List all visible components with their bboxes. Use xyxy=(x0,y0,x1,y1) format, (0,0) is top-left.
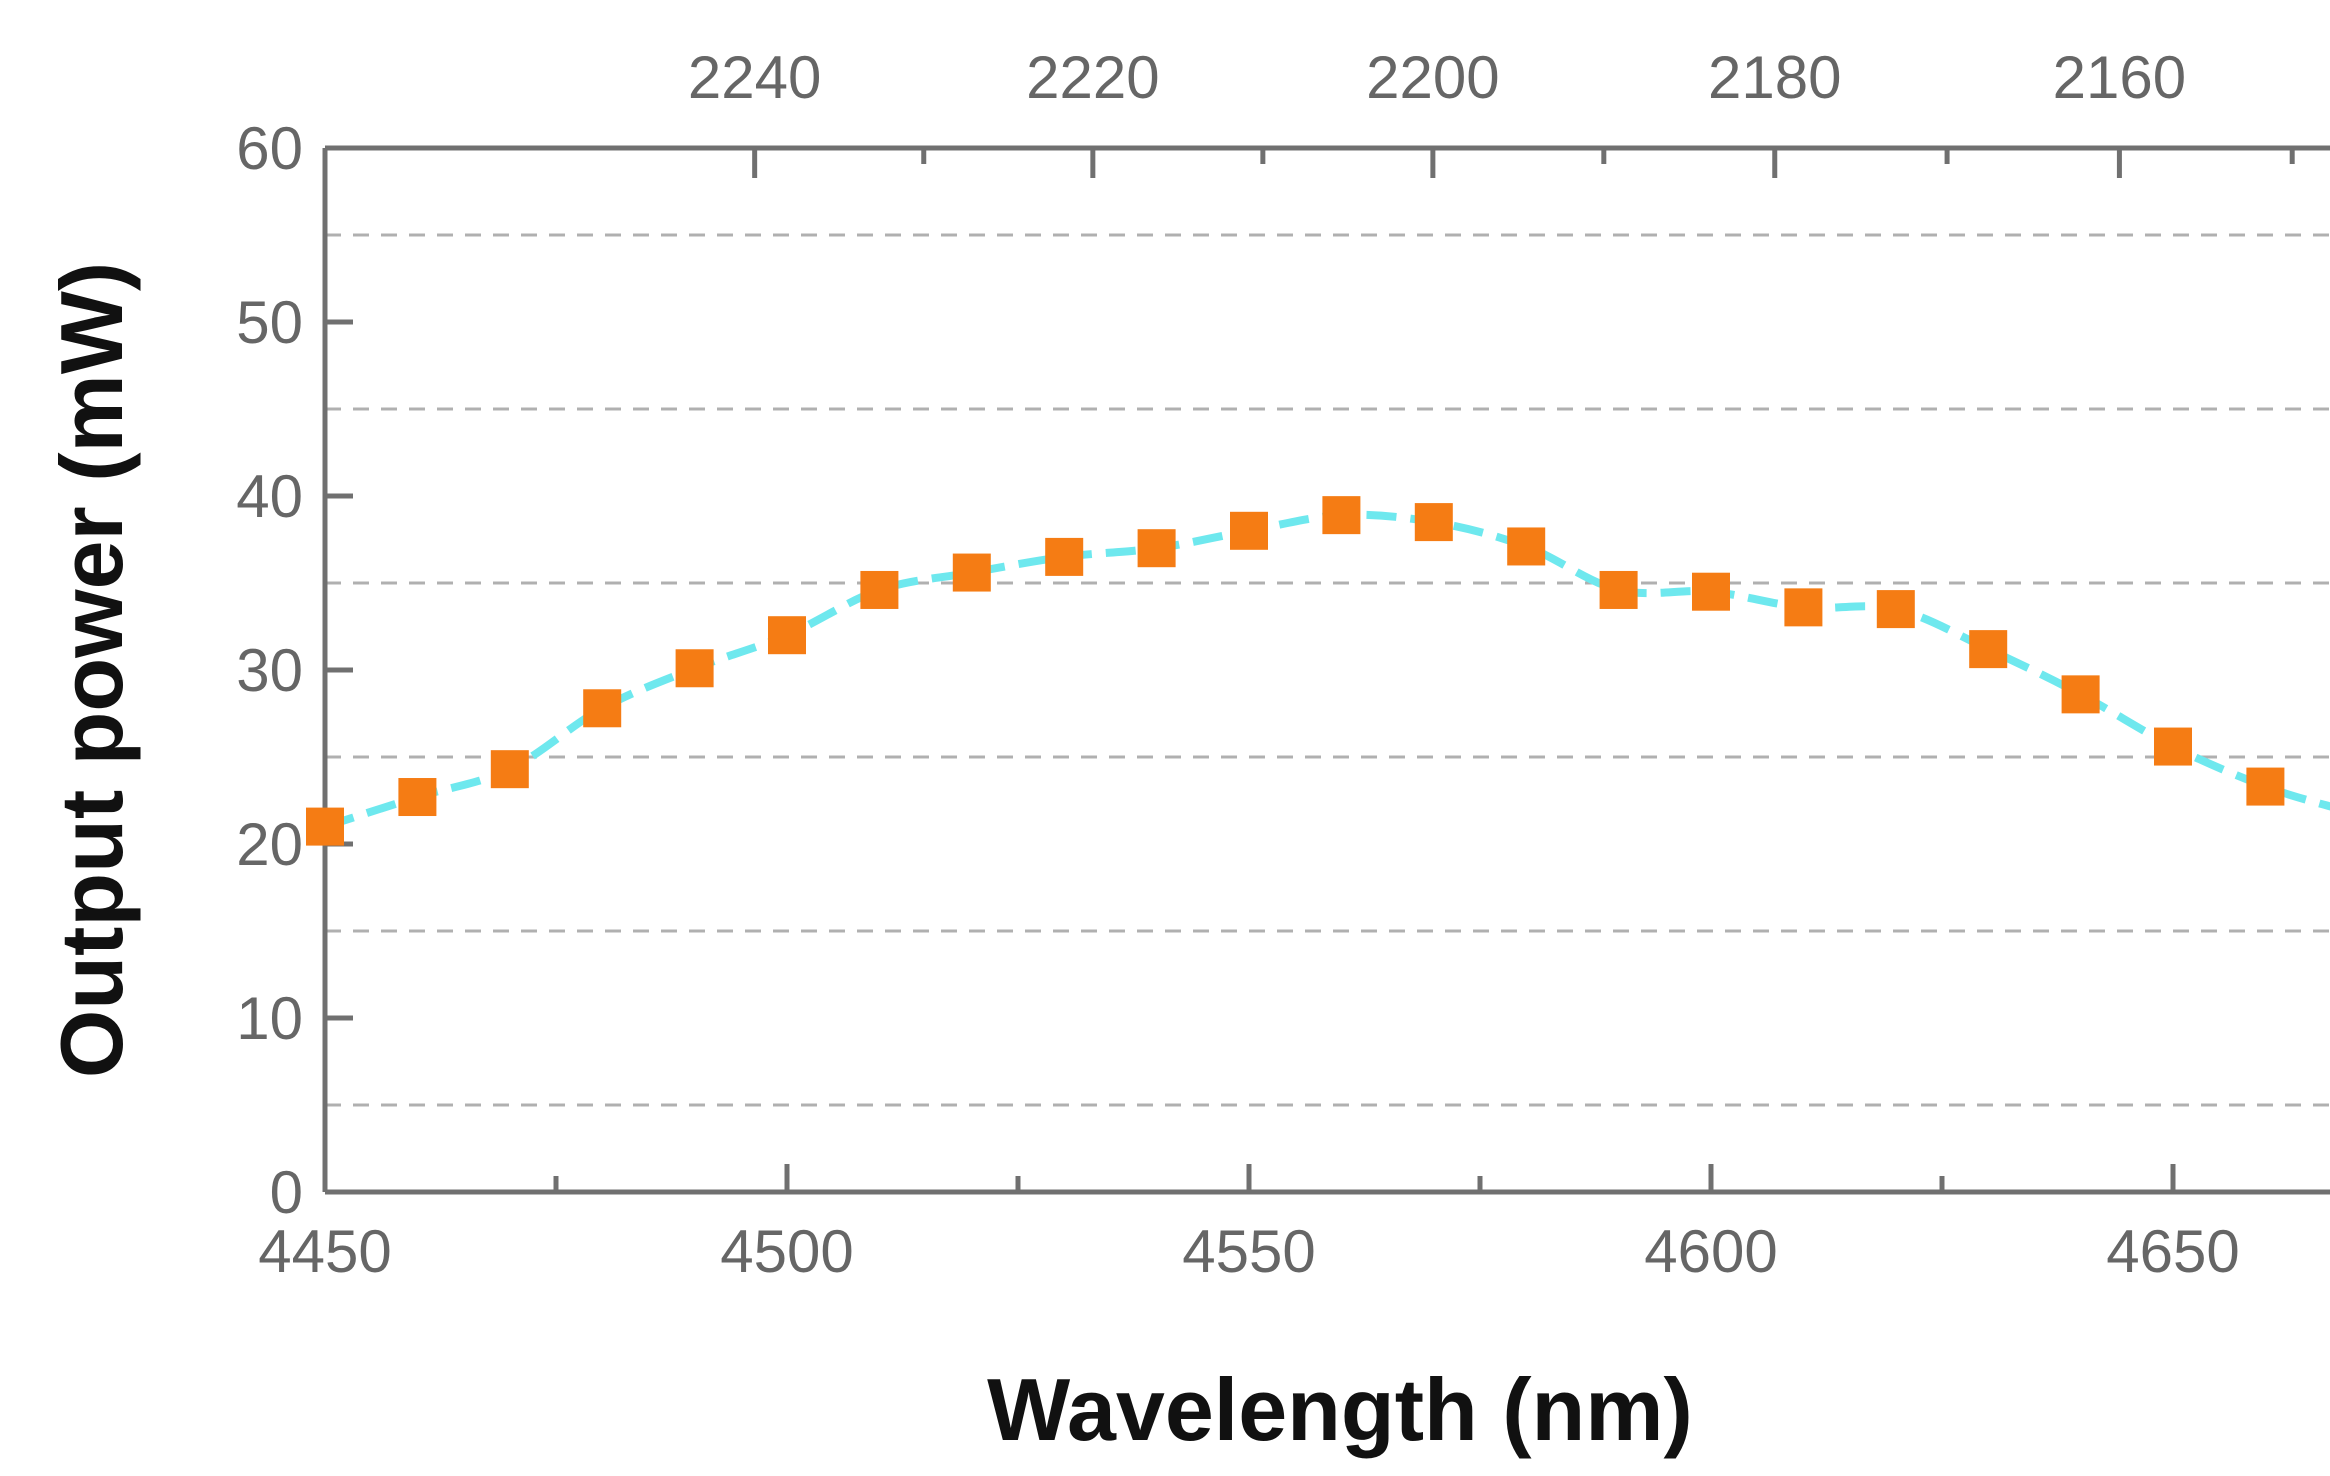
data-point xyxy=(1230,511,1268,550)
y-tick-label: 10 xyxy=(236,985,303,1052)
data-point xyxy=(1876,590,1915,629)
series-line xyxy=(323,510,2330,831)
x-tick-label: 4600 xyxy=(1644,1218,1777,1285)
x-tick-label: 4650 xyxy=(2106,1218,2239,1285)
y-tick-label: 40 xyxy=(236,463,303,530)
data-point xyxy=(1599,570,1638,609)
data-point xyxy=(1414,503,1453,542)
data-point xyxy=(675,649,714,688)
data-point xyxy=(768,616,806,655)
x-tick-label: 4550 xyxy=(1182,1218,1315,1285)
y-axis-title: Output power (mW) xyxy=(42,262,141,1078)
data-point xyxy=(2154,727,2192,766)
axes: 0 10 20 30 40 50 60 4450 4500 4550 4600 4650 2240 222… xyxy=(236,44,2330,1285)
data-point xyxy=(490,750,529,789)
y-tick-label: 20 xyxy=(236,811,303,878)
top-tick-label: 2220 xyxy=(1026,44,1159,111)
data-point xyxy=(1045,537,1084,576)
data-point xyxy=(2246,767,2285,806)
x-tick-label: 4450 xyxy=(258,1218,391,1285)
axis-labels: Wavelength (nm) Output power (mW) xyxy=(42,262,1693,1459)
data-point xyxy=(1507,527,1546,566)
x-tick-label: 4500 xyxy=(720,1218,853,1285)
gridlines xyxy=(325,233,2330,1107)
y-tick-label: 30 xyxy=(236,637,303,704)
data-point xyxy=(1692,572,1730,611)
data-point xyxy=(2061,675,2100,714)
data-series xyxy=(306,496,2330,846)
y-tick-label: 0 xyxy=(270,1159,303,1226)
top-tick-label: 2160 xyxy=(2053,44,2186,111)
y-tick-label: 60 xyxy=(236,115,303,182)
data-point xyxy=(1784,588,1823,627)
top-tick-label: 2240 xyxy=(688,44,821,111)
data-point xyxy=(860,570,899,609)
data-point xyxy=(398,778,437,817)
data-point xyxy=(952,553,991,592)
data-point xyxy=(306,807,344,846)
top-tick-label: 2180 xyxy=(1708,44,1841,111)
data-point xyxy=(1969,630,2008,669)
data-point xyxy=(583,689,622,728)
top-tick-label: 2200 xyxy=(1366,44,1499,111)
y-tick-label: 50 xyxy=(236,289,303,356)
data-point xyxy=(1137,529,1176,568)
x-axis-title: Wavelength (nm) xyxy=(987,1360,1693,1459)
data-point xyxy=(1322,496,1361,535)
